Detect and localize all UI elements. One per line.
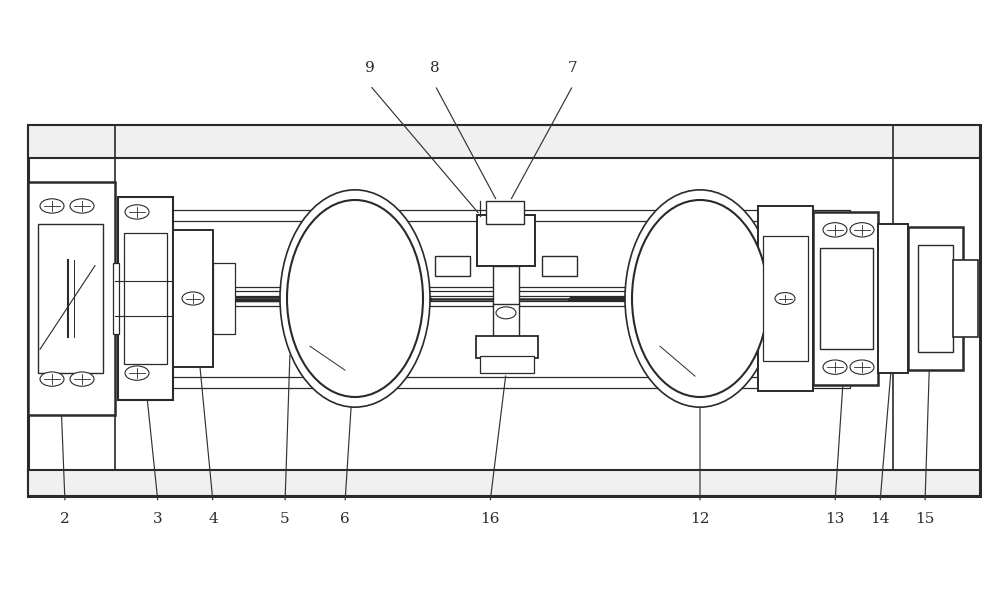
Ellipse shape <box>625 190 775 407</box>
Circle shape <box>850 223 874 237</box>
Circle shape <box>496 307 516 319</box>
Bar <box>486 201 524 224</box>
Circle shape <box>125 205 149 219</box>
Circle shape <box>40 199 64 213</box>
Circle shape <box>775 293 795 304</box>
Text: 3: 3 <box>153 512 163 525</box>
Bar <box>28 125 980 496</box>
Text: 13: 13 <box>825 512 845 525</box>
Bar <box>124 233 167 364</box>
Bar <box>173 230 213 367</box>
Text: 8: 8 <box>430 61 440 75</box>
Circle shape <box>823 360 847 374</box>
Text: 16: 16 <box>480 512 500 525</box>
Text: 14: 14 <box>870 512 890 525</box>
Text: 7: 7 <box>568 61 578 75</box>
Text: 6: 6 <box>340 512 350 525</box>
Text: 5: 5 <box>280 512 290 525</box>
Bar <box>820 248 873 349</box>
Bar <box>118 197 173 400</box>
Bar <box>38 224 103 373</box>
Bar <box>155 377 850 388</box>
Bar <box>918 245 953 352</box>
Bar <box>28 470 980 496</box>
Bar <box>477 215 535 266</box>
Bar <box>813 212 878 385</box>
Bar <box>908 227 963 370</box>
Bar <box>878 224 908 373</box>
Bar <box>435 256 470 276</box>
Circle shape <box>70 199 94 213</box>
Bar <box>953 260 978 337</box>
Ellipse shape <box>632 200 768 397</box>
Text: 2: 2 <box>60 512 70 525</box>
Bar <box>155 210 850 221</box>
Text: 4: 4 <box>208 512 218 525</box>
Bar <box>758 206 813 391</box>
Text: 9: 9 <box>365 61 375 75</box>
Bar <box>493 266 519 306</box>
Circle shape <box>485 248 495 254</box>
Bar <box>763 236 808 361</box>
Ellipse shape <box>287 200 423 397</box>
Bar <box>28 125 980 158</box>
Circle shape <box>505 248 515 254</box>
Bar <box>493 304 519 337</box>
Bar <box>28 182 115 415</box>
Circle shape <box>182 292 204 305</box>
Bar <box>476 336 538 358</box>
Circle shape <box>70 372 94 386</box>
Text: 12: 12 <box>690 512 710 525</box>
Circle shape <box>125 366 149 380</box>
Text: 15: 15 <box>915 512 935 525</box>
Circle shape <box>40 372 64 386</box>
Bar <box>213 263 235 334</box>
Bar <box>480 356 534 373</box>
Ellipse shape <box>280 190 430 407</box>
Bar <box>113 263 119 334</box>
Circle shape <box>823 223 847 237</box>
Bar <box>542 256 577 276</box>
Circle shape <box>850 360 874 374</box>
